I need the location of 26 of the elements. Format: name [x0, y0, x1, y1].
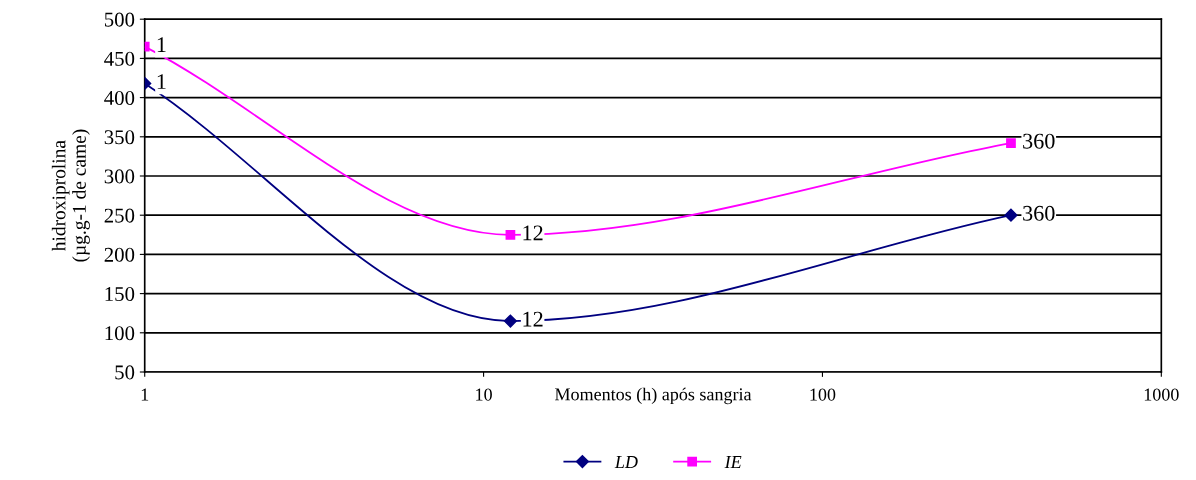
annotation: 1 — [157, 37, 166, 52]
y-tick-label: 350 — [104, 130, 135, 145]
y-tick-label: 50 — [115, 365, 135, 380]
x-tick-label: 10 — [476, 388, 492, 401]
annotation: 12 — [523, 225, 543, 241]
point — [1004, 208, 1018, 222]
y-tick-label: 400 — [104, 90, 135, 106]
point — [1006, 138, 1016, 148]
y-tick-label: 250 — [104, 208, 135, 223]
annotation: 360 — [1023, 205, 1055, 221]
annotation: 360 — [1023, 133, 1055, 149]
x-tick-label: 1 — [141, 388, 149, 401]
y-tick-label: 500 — [104, 12, 135, 27]
x-axis-title: Momentos (h) após sangria — [555, 387, 752, 405]
x-tick-label: 1000 — [1144, 388, 1179, 401]
annotation: 12 — [523, 311, 543, 327]
x-tick-label: 100 — [810, 388, 836, 401]
y-tick-label: 300 — [104, 169, 135, 184]
y-tick-label: 200 — [104, 247, 135, 262]
y-axis-title: hidroxiprolina (µg.g-1 de came) — [51, 129, 90, 262]
y-tick-label: 450 — [104, 51, 135, 66]
y-tick-label: 100 — [105, 326, 135, 341]
annotation: 1 — [157, 74, 166, 89]
y-tick-label: 150 — [105, 286, 135, 302]
legend-label: IE — [724, 456, 742, 468]
legend-label: LD — [614, 456, 638, 468]
